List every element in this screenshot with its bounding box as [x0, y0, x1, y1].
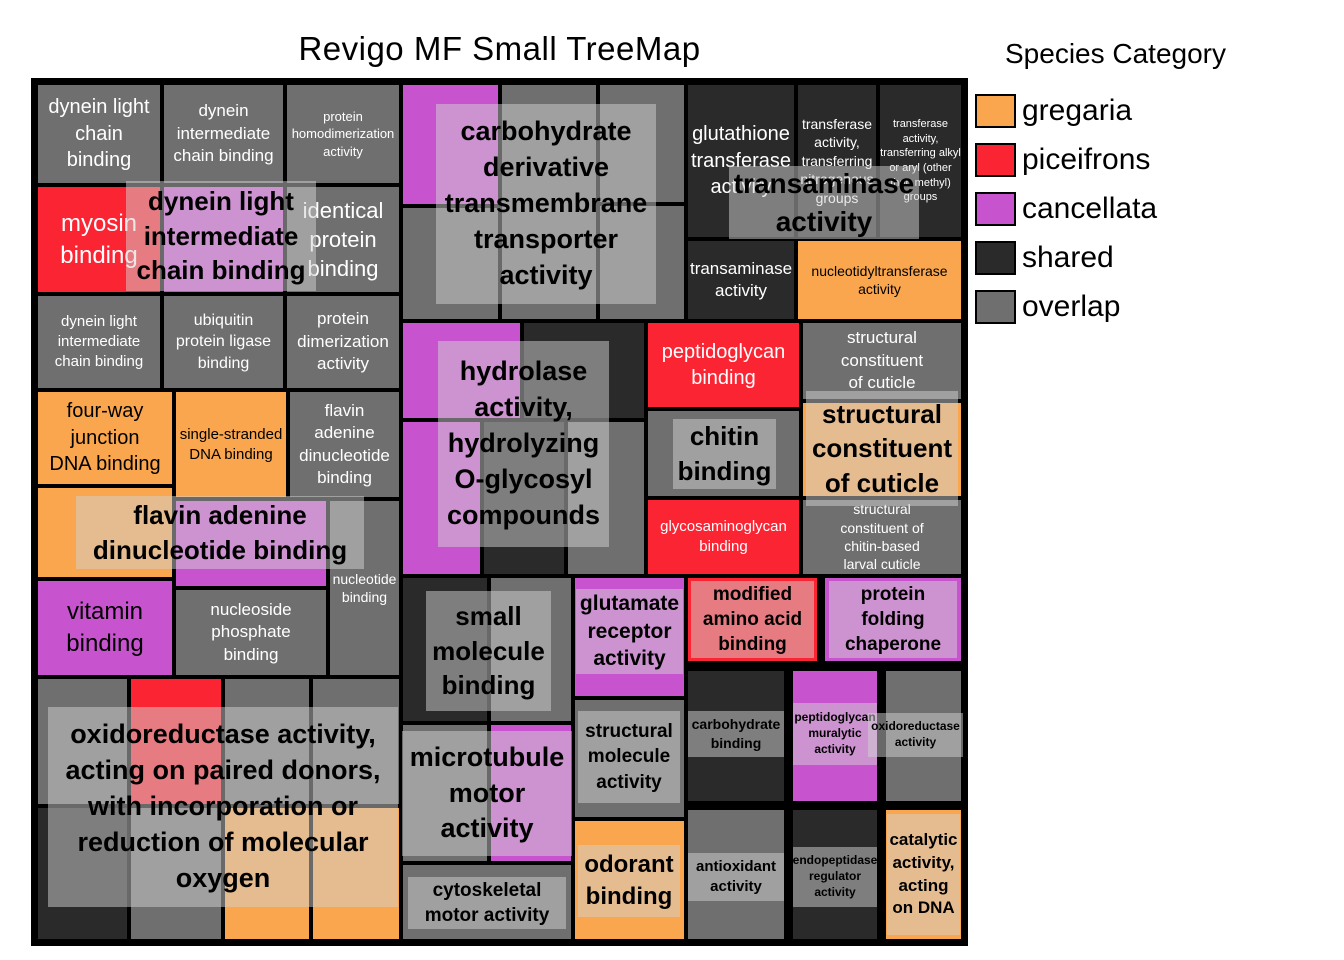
treemap-group-label-oxidoreductase-activity: oxidoreductase activity [868, 713, 963, 757]
legend-swatch-piceifrons [975, 143, 1016, 177]
treemap-cell-structural-constituent-of-cuticle: structural constituent of cuticle [801, 321, 963, 401]
legend-title: Species Category [1005, 38, 1227, 69]
treemap-group-label-peptidoglycan-muralytic-activity: peptidoglycan muralytic activity [793, 703, 877, 765]
treemap: dynein light chain binding dynein interme… [31, 78, 968, 946]
legend-swatch-cancellata [975, 192, 1016, 226]
treemap-cell-transaminase-activity: transaminase activity [686, 239, 796, 321]
treemap-group-label-flavin-adenine-dinucleotide-binding: flavin adenine dinucleotide binding [76, 496, 364, 569]
treemap-group-label-structural-constituent-of-cuticle: structural constituent of cuticle [806, 391, 958, 506]
treemap-cell-dynein-intermediate-chain-binding: dynein intermediate chain binding [162, 83, 285, 185]
treemap-group-label-carbohydrate-binding: carbohydrate binding [688, 711, 784, 757]
treemap-group-label-oxidoreductase-activity-acting-on-paired: oxidoreductase activity, acting on paire… [48, 707, 398, 907]
treemap-cell-single-stranded-dna-binding: single-stranded DNA binding [174, 390, 288, 499]
legend-label-piceifrons: piceifrons [1022, 143, 1151, 176]
treemap-cell-dynein-light-chain-binding: dynein light chain binding [36, 83, 162, 185]
treemap-group-label-cytoskeletal-motor-activity: cytoskeletal motor activity [408, 877, 566, 929]
legend-item-overlap: overlap [975, 290, 1305, 324]
treemap-cell-vitamin-binding: vitamin binding [36, 579, 174, 677]
treemap-group-label-antioxidant-activity: antioxidant activity [688, 853, 784, 901]
treemap-group-label-dynein-light-intermediate-chain-binding: dynein light intermediate chain binding [126, 181, 316, 291]
legend-item-shared: shared [975, 241, 1305, 275]
treemap-group-label-endopeptidase-regulator-activity: endopeptidase regulator activity [793, 847, 877, 907]
legend: Species Category gregaria piceifrons cance… [975, 38, 1305, 339]
treemap-group-label-protein-folding-chaperone: protein folding chaperone [829, 581, 957, 658]
treemap-cell-glycosaminoglycan-binding: glycosaminoglycan binding [646, 498, 801, 576]
legend-swatch-overlap [975, 290, 1016, 324]
legend-item-piceifrons: piceifrons [975, 143, 1305, 177]
legend-item-cancellata: cancellata [975, 192, 1305, 226]
treemap-group-label-catalytic-activity-acting-on-dna: catalytic activity, acting on DNA [887, 814, 960, 935]
legend-label-cancellata: cancellata [1022, 192, 1158, 225]
treemap-cell-nucleoside-phosphate-binding: nucleoside phosphate binding [174, 588, 328, 677]
treemap-cell-dynein-light-intermediate-chain-binding: dynein light intermediate chain binding [36, 294, 162, 390]
legend-swatch-shared [975, 241, 1016, 275]
treemap-cell-structural-constituent-of-chitin-based-l: structural constituent of chitin-based l… [801, 498, 963, 576]
treemap-group-label-small-molecule-binding: small molecule binding [426, 591, 551, 711]
treemap-group-label-structural-molecule-activity: structural molecule activity [578, 711, 680, 803]
treemap-group-label-microtubule-motor-activity: microtubule motor activity [402, 731, 572, 856]
legend-items: gregaria piceifrons cancellata shared overla… [975, 94, 1305, 324]
treemap-cell-protein-dimerization-activity: protein dimerization activity [285, 294, 401, 390]
treemap-group-label-odorant-binding: odorant binding [578, 845, 680, 917]
chart-title: Revigo MF Small TreeMap [298, 30, 701, 67]
treemap-group-label-transaminase-activity: transaminase activity [729, 166, 919, 239]
legend-label-overlap: overlap [1022, 290, 1121, 323]
treemap-cell-flavin-adenine-dinucleotide-binding: flavin adenine dinucleotide binding [288, 390, 401, 499]
treemap-group-label-glutamate-receptor-activity: glutamate receptor activity [576, 589, 683, 674]
legend-item-gregaria: gregaria [975, 94, 1305, 128]
legend-label-shared: shared [1022, 241, 1114, 274]
treemap-cell-four-way-junction-dna-binding: four-way junction DNA binding [36, 390, 174, 486]
treemap-cell-protein-homodimerization-activity: protein homodimerization activity [285, 83, 401, 185]
treemap-group-label-modified-amino-acid-binding: modified amino acid binding [691, 581, 814, 658]
treemap-cell-ubiquitin-protein-ligase-binding: ubiquitin protein ligase binding [162, 294, 285, 390]
legend-swatch-gregaria [975, 94, 1016, 128]
treemap-group-label-chitin-binding: chitin binding [673, 419, 776, 489]
legend-label-gregaria: gregaria [1022, 94, 1133, 127]
treemap-group-label-carbohydrate-derivative-transmembrane-tr: carbohydrate derivative transmembrane tr… [436, 104, 656, 304]
treemap-cell-nucleotidyltransferase-activity: nucleotidyltransferase activity [796, 239, 963, 321]
treemap-cell-peptidoglycan-binding: peptidoglycan binding [646, 321, 801, 409]
treemap-group-label-hydrolase-activity-hydrolyzing-o-glycosy: hydrolase activity, hydrolyzing O-glycos… [438, 341, 609, 547]
